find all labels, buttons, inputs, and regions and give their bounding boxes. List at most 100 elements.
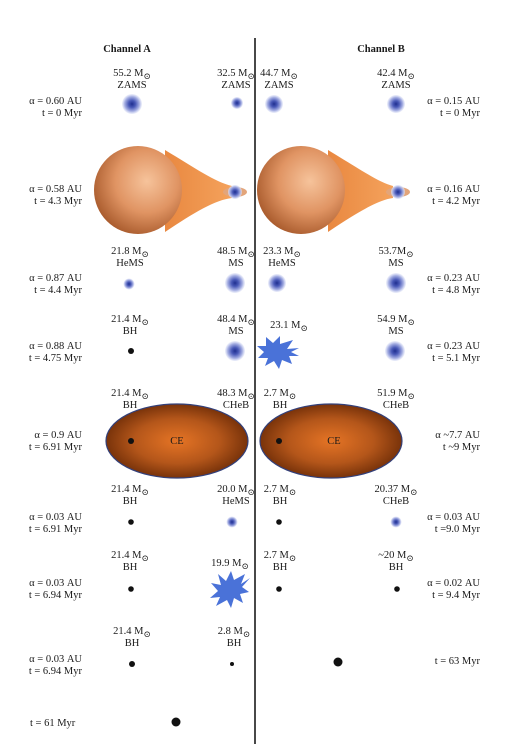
b-common-envelope [259, 403, 403, 479]
a-star1-mass: 21.4 M⊙ [111, 484, 149, 498]
b-star2-mass: 53.7M⊙ [378, 246, 414, 260]
b-supernova-burst [257, 336, 299, 369]
b-orbit-sep: α = 0.02 AU [427, 578, 480, 589]
a-orbit-sep: α = 0.03 AU [29, 512, 82, 523]
a-star1-type: BH [124, 638, 140, 649]
a-star2-type: MS [228, 326, 244, 337]
a-time: t = 4.4 Myr [34, 285, 82, 296]
a-orbit-sep: α = 0.03 AU [29, 654, 82, 665]
a-star2-mass: 20.0 M⊙ [217, 484, 255, 498]
a-ms-star [225, 273, 245, 293]
b-star2-mass: 54.9 M⊙ [377, 314, 415, 328]
a-time: t = 4.3 Myr [34, 196, 82, 207]
b-star1-mass: 2.7 M⊙ [263, 484, 297, 498]
a-bh-4 [129, 661, 135, 667]
a-time: t = 6.94 Myr [28, 666, 82, 677]
a-bh-2 [128, 519, 134, 525]
a-roche-lobe-overflow [94, 146, 247, 234]
b-bh-1 [276, 519, 282, 525]
a-star1-type: BH [122, 496, 138, 507]
b-ce-label: CE [327, 436, 341, 447]
a-bh-3 [128, 586, 134, 592]
b-star2-type: CHeB [382, 496, 410, 507]
b-time: t ~9 Myr [442, 442, 480, 453]
a-orbit-sep: α = 0.9 AU [34, 430, 82, 441]
b-star1-mass: 23.1 M⊙ [270, 320, 308, 334]
b-star1-type: BH [272, 400, 288, 411]
b-star1-mass: 2.7 M⊙ [263, 550, 297, 564]
a-time: t = 6.91 Myr [28, 442, 82, 453]
a-bh-5 [230, 662, 234, 666]
b-time: t = 4.8 Myr [432, 285, 480, 296]
a-orbit-sep: α = 0.87 AU [29, 273, 82, 284]
b-time: t = 5.1 Myr [432, 353, 480, 364]
a-time: t = 0 Myr [41, 108, 82, 119]
channel-b-header: Channel B [357, 44, 405, 55]
a-star2-mass: 19.9 M⊙ [211, 558, 249, 572]
a-orbit-sep: α = 0.58 AU [29, 184, 82, 195]
b-star2-type: CHeB [382, 400, 410, 411]
a-star1-mass: 55.2 M⊙ [113, 68, 151, 82]
b-star2-mass: 20.37 M⊙ [374, 484, 418, 498]
channel-a-header: Channel A [103, 44, 151, 55]
b-star1-type: BH [272, 496, 288, 507]
a-star1-mass: 21.4 M⊙ [111, 388, 149, 402]
a-star2-mass: 2.8 M⊙ [217, 626, 251, 640]
b-star2-mass: 42.4 M⊙ [377, 68, 415, 82]
b-ms-star [386, 273, 406, 293]
a-merged-bh [171, 717, 181, 727]
a-star1-type: ZAMS [117, 80, 147, 91]
a-hems-star-2 [226, 516, 238, 528]
b-cheb-star [390, 516, 402, 528]
b-merged-bh [333, 657, 343, 667]
a-star2-type: BH [226, 638, 242, 649]
a-time: t = 6.91 Myr [28, 524, 82, 535]
a-common-envelope [105, 403, 249, 479]
a-star2-type: ZAMS [221, 80, 251, 91]
b-bh-2 [276, 586, 282, 592]
b-star1-type: HeMS [268, 258, 296, 269]
a-bh-1 [128, 348, 134, 354]
b-star2-type: MS [388, 326, 404, 337]
a-orbit-sep: α = 0.88 AU [29, 341, 82, 352]
b-time: t = 9.4 Myr [432, 590, 480, 601]
b-orbit-sep: α = 0.15 AU [427, 96, 480, 107]
a-orbit-sep: α = 0.60 AU [29, 96, 82, 107]
b-star2-type: ZAMS [381, 80, 411, 91]
a-ce-label: CE [170, 436, 184, 447]
a-time: t = 61 Myr [30, 718, 76, 729]
b-zams-star2 [387, 95, 405, 113]
b-star1-mass: 2.7 M⊙ [263, 388, 297, 402]
b-hems-star [268, 274, 286, 292]
a-star2-type: HeMS [222, 496, 250, 507]
a-zams-star1 [122, 94, 142, 114]
b-time: t = 4.2 Myr [432, 196, 480, 207]
b-orbit-sep: α = 0.03 AU [427, 512, 480, 523]
b-star1-mass: 44.7 M⊙ [260, 68, 298, 82]
b-star2-mass: ~20 M⊙ [378, 550, 414, 564]
b-orbit-sep: α ~7.7 AU [435, 430, 480, 441]
a-star2-type: MS [228, 258, 244, 269]
b-star2-type: BH [388, 562, 404, 573]
b-orbit-sep: α = 0.23 AU [427, 273, 480, 284]
b-orbit-sep: α = 0.23 AU [427, 341, 480, 352]
b-star2-type: MS [388, 258, 404, 269]
b-time: t = 63 Myr [434, 656, 480, 667]
a-zams-star2 [231, 97, 243, 109]
a-star1-mass: 21.4 M⊙ [113, 626, 151, 640]
b-time: t =9.0 Myr [434, 524, 480, 535]
a-star1-type: HeMS [116, 258, 144, 269]
a-time: t = 4.75 Myr [28, 353, 82, 364]
a-ms-star-2 [225, 341, 245, 361]
a-star1-type: BH [122, 562, 138, 573]
a-star1-mass: 21.4 M⊙ [111, 550, 149, 564]
a-star1-type: BH [122, 400, 138, 411]
b-star1-type: ZAMS [264, 80, 294, 91]
a-star2-mass: 32.5 M⊙ [217, 68, 255, 82]
a-hems-star [123, 278, 135, 290]
a-star1-mass: 21.4 M⊙ [111, 314, 149, 328]
a-star2-mass: 48.4 M⊙ [217, 314, 255, 328]
a-star2-type: CHeB [222, 400, 250, 411]
a-star2-mass: 48.3 M⊙ [217, 388, 255, 402]
